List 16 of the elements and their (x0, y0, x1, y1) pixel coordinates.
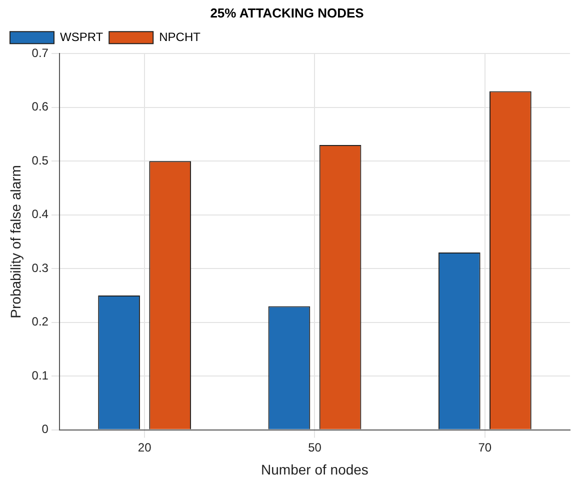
x-tick-label: 50 (308, 440, 322, 454)
x-axis-title: Number of nodes (261, 461, 368, 478)
x-tick-label: 70 (478, 440, 492, 454)
y-tick-label: 0.6 (32, 100, 49, 114)
x-tick-label: 20 (138, 440, 152, 454)
legend-label: NPCHT (159, 30, 202, 44)
y-tick-label: 0.3 (32, 260, 49, 275)
y-tick-label: 0.4 (32, 207, 49, 222)
y-tick-label: 0.7 (32, 46, 49, 60)
y-tick-label: 0.2 (32, 314, 49, 329)
chart-title: 25% ATTACKING NODES (210, 5, 364, 20)
legend-label: WSPRT (60, 30, 104, 44)
y-tick-label: 0.5 (32, 153, 49, 168)
y-tick-label: 0 (42, 422, 49, 436)
y-axis-title: Probability of false alarm (7, 165, 24, 318)
y-tick-label: 0.1 (32, 368, 49, 382)
